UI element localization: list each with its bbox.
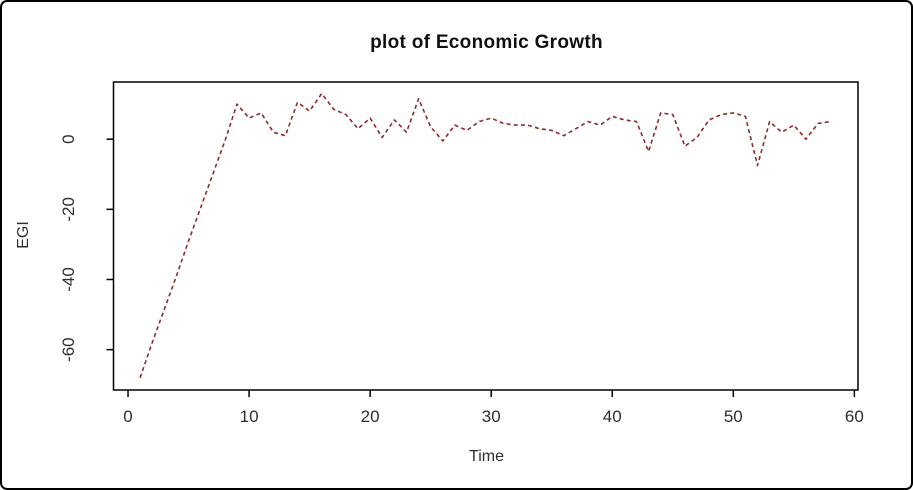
series-line [139, 92, 831, 378]
chart-title: plot of Economic Growth [370, 32, 603, 53]
y-axis-title: EGI [15, 221, 32, 249]
plot-box [112, 81, 859, 391]
x-tick-label: 10 [240, 407, 259, 426]
x-tick-label: 30 [482, 407, 501, 426]
x-tick-label: 40 [603, 407, 622, 426]
y-tick-label: -20 [59, 197, 78, 222]
x-tick-label: 20 [361, 407, 380, 426]
y-tick-label: -60 [59, 337, 78, 362]
y-tick-label: 0 [59, 134, 78, 143]
y-tick-label: -40 [59, 267, 78, 292]
x-tick-label: 60 [845, 407, 864, 426]
x-tick-label: 0 [123, 407, 132, 426]
x-axis-title: Time [469, 448, 504, 465]
x-tick-label: 50 [724, 407, 743, 426]
